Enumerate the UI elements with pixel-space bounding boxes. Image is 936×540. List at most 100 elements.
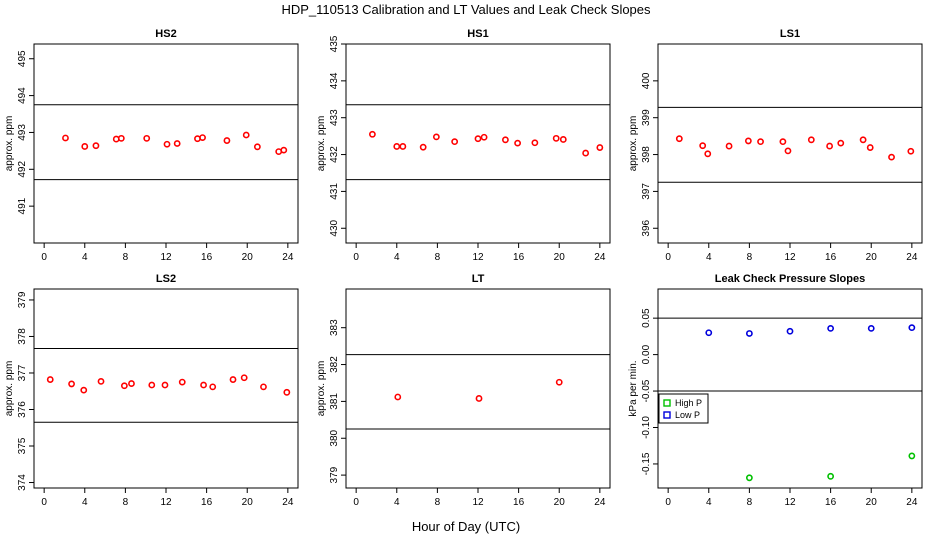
plot-frame xyxy=(33,288,299,489)
data-point xyxy=(757,138,764,146)
figure-title: HDP_110513 Calibration and LT Values and… xyxy=(281,2,651,17)
data-point xyxy=(81,143,89,150)
x-tick-label: 8 xyxy=(435,497,441,508)
x-tick-label: 16 xyxy=(201,497,213,508)
y-tick-label: 495 xyxy=(17,50,28,67)
data-point xyxy=(582,149,590,157)
data-point xyxy=(253,143,261,151)
x-tick-label: 0 xyxy=(41,252,47,263)
legend-label: High P xyxy=(675,398,702,408)
data-point xyxy=(68,380,75,388)
y-tick-label: 434 xyxy=(329,72,340,89)
x-tick-label: 8 xyxy=(123,252,129,263)
y-tick-label: 397 xyxy=(641,183,652,200)
x-tick-label: 24 xyxy=(906,252,918,263)
x-tick-label: 0 xyxy=(665,252,671,263)
y-tick-label: 0.05 xyxy=(641,308,652,328)
data-point xyxy=(173,140,181,147)
y-tick-label: 381 xyxy=(329,393,340,410)
x-tick-label: 12 xyxy=(160,497,172,508)
data-point xyxy=(200,381,207,389)
x-tick-label: 20 xyxy=(242,497,254,508)
data-point xyxy=(596,144,604,151)
data-point xyxy=(223,137,231,144)
data-point xyxy=(704,150,712,158)
data-point xyxy=(867,324,875,332)
data-point xyxy=(786,327,794,335)
data-point xyxy=(280,146,288,154)
data-point xyxy=(283,388,291,396)
data-point xyxy=(178,378,186,386)
data-point xyxy=(229,376,237,383)
data-point xyxy=(826,142,833,150)
y-tick-label: 0.00 xyxy=(641,344,652,364)
y-tick-label: 399 xyxy=(641,109,652,126)
plot-frame xyxy=(345,43,611,244)
x-tick-label: 0 xyxy=(353,252,359,263)
data-point xyxy=(240,374,248,382)
y-tick-label: 379 xyxy=(17,291,28,308)
panel-title: LS2 xyxy=(156,273,176,285)
x-tick-label: 12 xyxy=(472,252,484,263)
panel-2: HS1 0 4 8 12 16 20 24 430 431 432 433 434 435 approx. … xyxy=(316,28,611,263)
data-point xyxy=(866,144,874,151)
x-tick-label: 8 xyxy=(435,252,441,263)
x-tick-label: 4 xyxy=(82,252,88,263)
data-point xyxy=(502,136,509,144)
data-point xyxy=(62,134,69,142)
data-point xyxy=(725,142,733,150)
data-point xyxy=(744,137,752,145)
y-tick-label: 375 xyxy=(17,437,28,454)
x-tick-label: 4 xyxy=(394,497,400,508)
y-tick-label: 380 xyxy=(329,429,340,446)
plot-frame xyxy=(657,288,923,489)
figure-x-axis-label: Hour of Day (UTC) xyxy=(412,519,520,534)
x-tick-label: 20 xyxy=(866,497,878,508)
panel-6: Leak Check Pressure Slopes 0 4 8 12 16 20 24 0.0… xyxy=(628,273,923,508)
x-tick-label: 20 xyxy=(554,252,566,263)
legend-label: Low P xyxy=(675,410,700,420)
y-tick-label: -0.10 xyxy=(641,416,652,439)
data-point xyxy=(394,393,402,401)
data-point xyxy=(699,142,707,150)
panel-title: HS2 xyxy=(155,28,176,40)
data-point xyxy=(120,382,128,390)
data-point xyxy=(827,324,835,332)
data-point xyxy=(908,324,916,332)
y-tick-label: 376 xyxy=(17,401,28,418)
x-tick-label: 20 xyxy=(242,252,254,263)
data-point xyxy=(745,330,753,337)
x-tick-label: 0 xyxy=(665,497,671,508)
data-point xyxy=(827,472,835,480)
x-tick-label: 16 xyxy=(201,252,213,263)
legend-marker xyxy=(663,411,671,419)
plot-frame xyxy=(345,288,611,489)
data-point xyxy=(552,134,560,142)
data-point xyxy=(859,136,867,144)
y-tick-label: 396 xyxy=(641,219,652,236)
panel-title: LS1 xyxy=(780,28,800,40)
x-tick-label: 24 xyxy=(906,497,918,508)
x-tick-label: 16 xyxy=(513,252,525,263)
x-tick-label: 12 xyxy=(472,497,484,508)
legend-marker xyxy=(663,399,671,407)
x-tick-label: 0 xyxy=(41,497,47,508)
x-tick-label: 24 xyxy=(282,252,294,263)
data-point xyxy=(399,143,407,150)
panel-4: LS2 0 4 8 12 16 20 24 374 375 376 377 378 379 approx. … xyxy=(4,273,299,508)
x-tick-label: 4 xyxy=(82,497,88,508)
y-tick-label: 377 xyxy=(17,364,28,381)
data-point xyxy=(474,135,482,143)
data-point xyxy=(705,329,713,337)
panel-title: Leak Check Pressure Slopes xyxy=(715,273,865,285)
data-point xyxy=(393,143,401,150)
data-point xyxy=(807,136,815,144)
data-point xyxy=(209,383,217,391)
data-point xyxy=(260,383,267,391)
y-tick-label: 430 xyxy=(329,219,340,236)
y-tick-label: 432 xyxy=(329,146,340,163)
data-point xyxy=(475,395,483,402)
x-tick-label: 20 xyxy=(866,252,878,263)
y-tick-label: 435 xyxy=(329,35,340,52)
